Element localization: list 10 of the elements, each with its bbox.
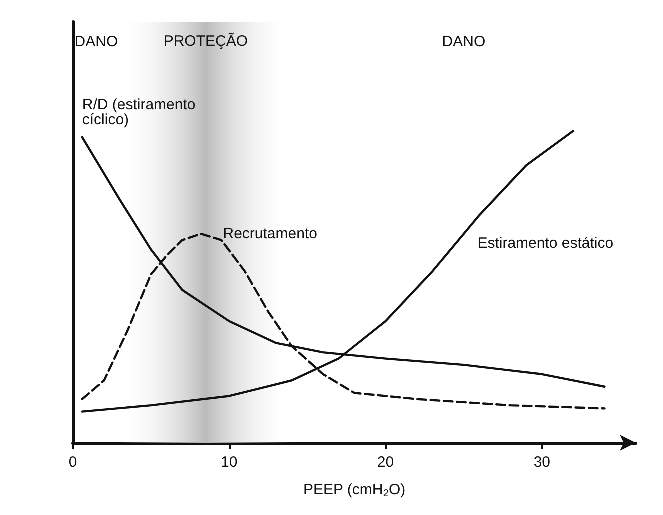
text: DANO — [74, 34, 118, 50]
x-tick-label: 20 — [377, 454, 394, 471]
x-tick-label: 10 — [221, 454, 238, 471]
text: DANO — [442, 34, 486, 50]
series-label: R/D (estiramento cíclico) — [82, 96, 200, 128]
band-label: PROTEÇÃO — [164, 32, 248, 50]
series-label: Recrutamento — [223, 226, 318, 243]
series-label: Estiramento estático — [478, 234, 614, 252]
x-tick-label: 30 — [534, 454, 551, 471]
x-tick-label: 0 — [68, 454, 78, 471]
